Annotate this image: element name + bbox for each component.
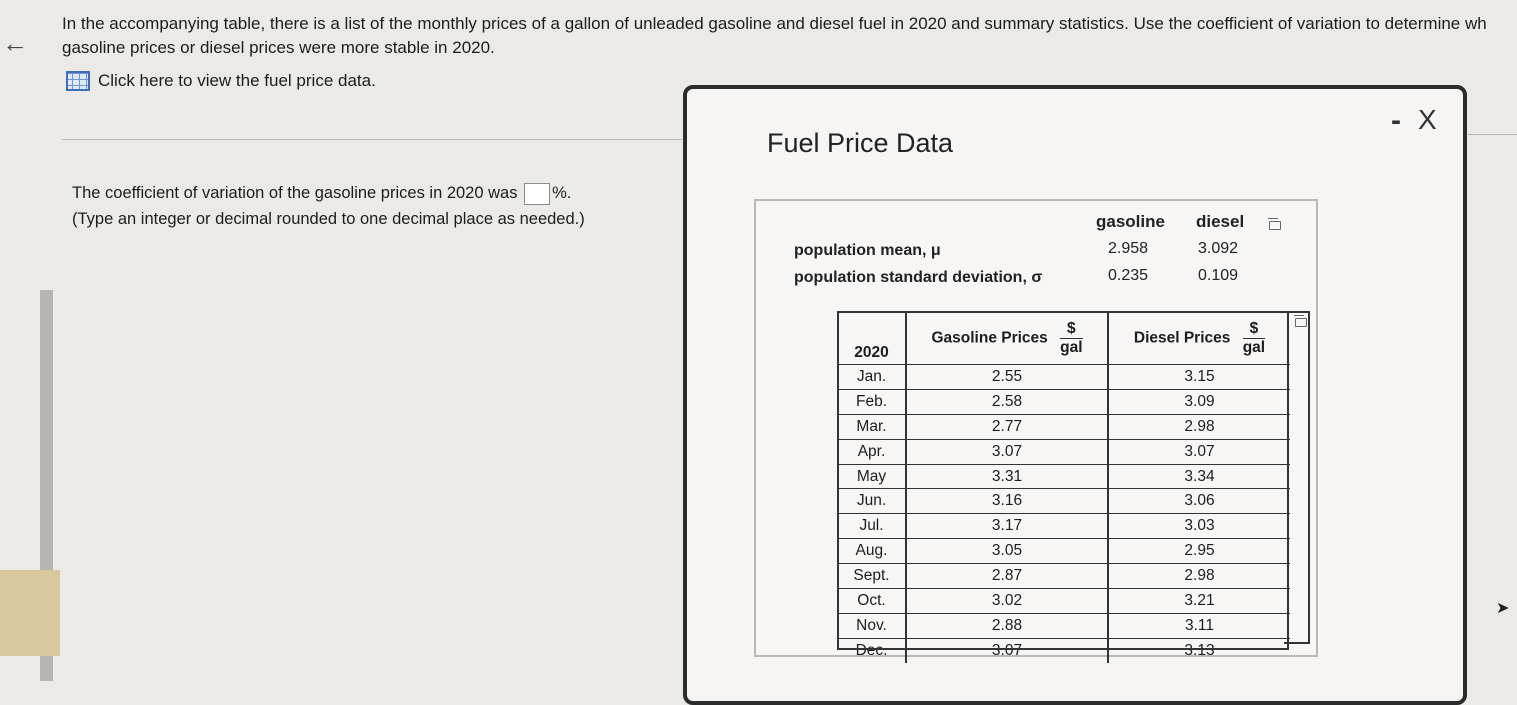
diesel-prices-header: Diesel Prices $ gal [1108, 312, 1290, 365]
diesel-price-cell: 3.21 [1108, 588, 1290, 614]
gas-mean-value: 2.958 [1108, 240, 1149, 257]
diesel-price-cell: 3.13 [1108, 637, 1290, 663]
sd-label: population standard deviation, σ [794, 269, 1043, 286]
table-icon [66, 71, 90, 91]
diesel-price-cell: 3.07 [1108, 438, 1290, 465]
gasoline-price-cell: 3.31 [906, 463, 1109, 489]
month-cell: Feb. [838, 388, 907, 415]
unit-denominator: gal [1060, 338, 1083, 356]
mean-label: population mean, μ [794, 242, 941, 259]
gasoline-price-cell: 3.05 [906, 538, 1109, 564]
table-row: Aug. 3.05 2.95 [838, 538, 1290, 564]
diesel-price-cell: 3.11 [1108, 612, 1290, 639]
unit-numerator: $ [1242, 320, 1266, 339]
month-cell: Jul. [838, 513, 907, 539]
diesel-header-label: Diesel Prices [1133, 329, 1231, 347]
diesel-price-cell: 3.15 [1108, 364, 1290, 390]
gasoline-price-cell: 2.88 [906, 612, 1109, 639]
col-diesel-header: diesel [1196, 212, 1245, 231]
diesel-price-cell: 3.34 [1108, 463, 1290, 489]
table-row: Dec. 3.07 3.13 [838, 637, 1290, 663]
table-row: Mar. 2.77 2.98 [838, 413, 1290, 440]
month-cell: Dec. [838, 637, 907, 663]
table-row: Feb. 2.58 3.09 [838, 388, 1290, 415]
diesel-price-cell: 2.98 [1108, 413, 1290, 440]
month-cell: Jan. [838, 364, 907, 390]
question-line-1: In the accompanying table, there is a li… [62, 14, 1487, 33]
month-cell: Jun. [838, 488, 907, 514]
month-cell: Sept. [838, 563, 907, 589]
table-row: Oct. 3.02 3.21 [838, 588, 1290, 614]
divider [62, 139, 682, 140]
month-cell: Oct. [838, 588, 907, 614]
mouse-cursor-icon: ➤ [1496, 600, 1510, 617]
diesel-mean-value: 3.092 [1198, 240, 1239, 257]
gasoline-price-cell: 2.58 [906, 388, 1109, 415]
copy-icon[interactable] [1268, 218, 1281, 230]
gasoline-price-cell: 2.87 [906, 563, 1109, 589]
gasoline-header-label: Gasoline Prices [931, 329, 1048, 347]
gasoline-price-cell: 3.07 [906, 637, 1109, 663]
gasoline-price-cell: 2.55 [906, 364, 1109, 390]
view-data-link[interactable]: Click here to view the fuel price data. [66, 71, 376, 91]
fuel-price-table: 2020 Gasoline Prices $ gal Diesel Prices… [838, 312, 1290, 663]
unit-fraction: $ gal [1060, 320, 1083, 357]
month-cell: Apr. [838, 438, 907, 465]
table-row: Nov. 2.88 3.11 [838, 612, 1290, 639]
table-row: Jul. 3.17 3.03 [838, 513, 1290, 539]
answer-hint: (Type an integer or decimal rounded to o… [72, 210, 585, 228]
answer-suffix: %. [552, 184, 572, 202]
copy-icon[interactable] [1294, 315, 1307, 327]
answer-area: The coefficient of variation of the gaso… [72, 180, 585, 232]
diesel-price-cell: 2.98 [1108, 563, 1290, 589]
col-gasoline-header: gasoline [1096, 212, 1165, 231]
unit-numerator: $ [1060, 320, 1083, 339]
close-button[interactable]: X [1418, 104, 1437, 135]
gasoline-prices-header: Gasoline Prices $ gal [906, 312, 1109, 365]
answer-input[interactable] [524, 182, 551, 205]
view-data-link-label: Click here to view the fuel price data. [98, 71, 376, 90]
table-row: Apr. 3.07 3.07 [838, 438, 1290, 465]
diesel-price-cell: 2.95 [1108, 538, 1290, 564]
table-row: May 3.31 3.34 [838, 463, 1290, 489]
table-row: Sept. 2.87 2.98 [838, 563, 1290, 589]
back-arrow-icon[interactable]: ← [2, 28, 28, 58]
unit-denominator: gal [1242, 338, 1266, 356]
month-cell: May [838, 463, 907, 489]
table-row: Jan. 2.55 3.15 [838, 364, 1290, 390]
question-text: In the accompanying table, there is a li… [62, 12, 1517, 60]
gasoline-price-cell: 2.77 [906, 413, 1109, 440]
month-cell: Aug. [838, 538, 907, 564]
month-cell: Mar. [838, 413, 907, 440]
diesel-sd-value: 0.109 [1198, 267, 1239, 284]
gasoline-price-cell: 3.16 [906, 488, 1109, 514]
table-row: Jun. 3.16 3.06 [838, 488, 1290, 514]
gasoline-price-cell: 3.17 [906, 513, 1109, 539]
minimize-button[interactable]: - [1391, 104, 1401, 137]
gasoline-price-cell: 3.02 [906, 588, 1109, 614]
diesel-price-cell: 3.09 [1108, 388, 1290, 415]
question-line-2: gasoline prices or diesel prices were mo… [62, 38, 495, 57]
year-header: 2020 [854, 344, 889, 361]
side-tab[interactable] [0, 570, 60, 656]
table-border [1284, 311, 1310, 644]
diesel-price-cell: 3.03 [1108, 513, 1290, 539]
diesel-price-cell: 3.06 [1108, 488, 1290, 514]
divider [1468, 134, 1517, 135]
month-cell: Nov. [838, 612, 907, 639]
answer-prefix: The coefficient of variation of the gaso… [72, 184, 518, 202]
unit-fraction: $ gal [1242, 320, 1266, 357]
gasoline-price-cell: 3.07 [906, 438, 1109, 465]
gas-sd-value: 0.235 [1108, 267, 1149, 284]
dialog-title: Fuel Price Data [767, 128, 954, 158]
